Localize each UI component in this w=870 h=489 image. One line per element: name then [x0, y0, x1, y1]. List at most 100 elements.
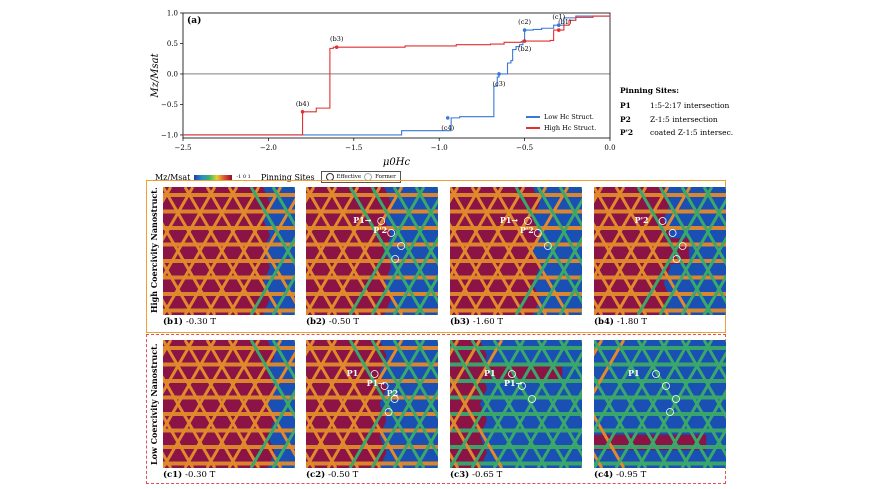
pinning-site-ring	[384, 408, 393, 416]
pinning-site-key: P1	[620, 101, 631, 111]
panel-c4: P1	[594, 340, 726, 468]
boundary-diag	[271, 273, 295, 315]
boundary-diag	[271, 187, 295, 229]
boundary-diag	[163, 187, 217, 280]
boundary-diag	[183, 340, 261, 468]
boundary-diag	[558, 426, 582, 468]
pinning-site-desc: 1:5-2:17 intersection	[650, 101, 730, 111]
pinning-site-row: P'2 coated Z-1:5 intersec.	[620, 128, 733, 137]
boundary-diag	[306, 413, 338, 468]
pinning-site-ring	[652, 370, 660, 378]
pinning-site-ring	[658, 217, 667, 225]
marker-label: (b1)	[558, 18, 572, 26]
boundary-diag	[558, 340, 582, 382]
panel-caption-id: (c1)	[163, 470, 186, 480]
boundary-diag	[702, 340, 726, 382]
panel-caption-id: (b1)	[163, 317, 186, 327]
simulation-legend: Mz/Msat -1 0 1 Pinning Sites Effective F…	[155, 171, 401, 183]
boundary-diag	[702, 187, 726, 229]
panel-c4-map: P1	[594, 340, 726, 468]
data-marker	[445, 116, 450, 120]
boundary-diag	[614, 187, 692, 315]
boundary-diag	[470, 187, 548, 315]
panel-b4-map: P'2	[594, 187, 726, 315]
panel-b1-map	[163, 187, 295, 315]
panel-c3: P1 P1→	[450, 340, 582, 468]
boundary-diag	[348, 187, 426, 315]
data-marker	[556, 23, 561, 27]
panel-caption: (c2) -0.50 T	[306, 470, 358, 480]
panel-caption-id: (c2)	[306, 470, 329, 480]
panel-caption: (b2) -0.50 T	[306, 317, 359, 327]
data-marker	[522, 39, 527, 43]
legend-item-low: Low Hc Struct.	[526, 111, 596, 122]
legend-item-high: High Hc Struct.	[526, 122, 596, 133]
boundary-diag	[306, 260, 338, 315]
up-domain	[163, 187, 270, 315]
y-tick-label: 1.0	[167, 10, 178, 18]
x-tick-label: −1.0	[431, 144, 448, 152]
chart-legend: Low Hc Struct. High Hc Struct.	[526, 111, 596, 133]
boundary-diag	[658, 350, 726, 468]
panel-caption-id: (c4)	[594, 470, 617, 480]
pinning-site-label: P1→	[367, 378, 386, 388]
pinning-site-ring	[387, 229, 396, 237]
boundary-diag	[594, 187, 626, 242]
pinning-site-ring	[508, 370, 516, 378]
boundary-diag	[414, 187, 438, 229]
pinning-site-ring	[390, 395, 399, 403]
panel-caption: (b1) -0.30 T	[163, 317, 216, 327]
boundary-diag	[306, 340, 360, 433]
boundary-diag	[183, 187, 261, 315]
pinning-site-row: P1 1:5-2:17 intersection	[620, 101, 733, 110]
plot-frame	[182, 12, 611, 139]
boundary-diag	[326, 340, 404, 468]
pinning-site-label: P'2	[520, 225, 534, 235]
panel-b3: P1→ P'2	[450, 187, 582, 315]
pinning-site-desc: Z-1:5 intersection	[650, 114, 718, 124]
boundary-diag	[594, 187, 648, 280]
x-tick-label: −2.5	[175, 144, 192, 152]
data-marker	[300, 109, 305, 114]
boundary-diag	[594, 340, 626, 395]
pinning-site-ring	[662, 382, 670, 390]
boundary-diag	[163, 340, 195, 395]
boundary-diag	[450, 187, 482, 242]
panel-caption: (c1) -0.30 T	[163, 470, 215, 480]
panel-b2-map: P1→P'2	[306, 187, 438, 315]
boundary-diag	[536, 235, 582, 315]
boundary-diag	[558, 273, 582, 315]
boundary-diag	[492, 340, 570, 468]
boundary-diag	[249, 388, 295, 468]
panel-caption: (c3) -0.65 T	[450, 470, 502, 480]
pinning-site-ring	[666, 408, 674, 416]
chart-axes: −2.5 −2.0 −1.5 −1.0 −0.5 0.0 1.0 0.5 0.0 −0.5 −1.0…	[150, 10, 616, 169]
pinning-sites-table: Pinning Sites: P1 1:5-2:17 intersection …	[620, 86, 733, 142]
boundary-diag	[450, 340, 482, 395]
former-label: Former	[375, 174, 396, 180]
pinning-site-ring	[678, 242, 687, 250]
x-tick-label: −0.5	[516, 144, 533, 152]
boundary-diag	[348, 340, 426, 468]
pinning-site-row: P2 Z-1:5 intersection	[620, 115, 733, 124]
boundary-diag	[594, 260, 626, 315]
boundary-diag	[636, 187, 714, 315]
boundary-diag	[680, 388, 726, 468]
effective-label: Effective	[336, 174, 362, 180]
boundary-diag	[370, 197, 438, 315]
boundary-diag	[450, 340, 504, 433]
boundary-diag	[558, 187, 582, 229]
pinning-site-ring	[377, 217, 386, 225]
pinning-legend-label: Pinning Sites	[260, 172, 315, 182]
boundary-diag	[492, 187, 570, 315]
panel-caption: (b3) -1.60 T	[450, 317, 503, 327]
boundary-diag	[271, 340, 295, 382]
boundary-diag	[594, 413, 626, 468]
boundary-diag	[536, 388, 582, 468]
colorbar-ticks: -1 0 1	[236, 174, 250, 180]
y-tick-label: 0.5	[167, 40, 178, 48]
panel-caption-field: -1.80 T	[616, 317, 648, 327]
pinning-site-ring	[543, 242, 552, 250]
panel-b2: P1→ P'2	[306, 187, 438, 315]
panel-b3-map: P1→P'2	[450, 187, 582, 315]
